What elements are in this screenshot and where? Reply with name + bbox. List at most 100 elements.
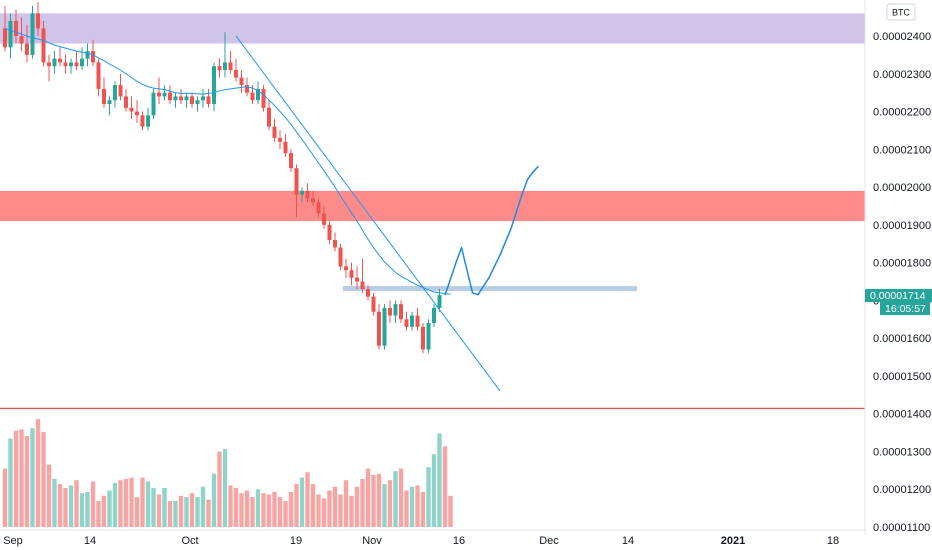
volume-bar [200, 486, 206, 527]
volume-bar [195, 497, 200, 527]
time-tick: 16 [453, 535, 465, 547]
candle-body [349, 270, 354, 278]
trendline [235, 35, 501, 392]
candle-body [234, 69, 238, 78]
candle-body [305, 190, 310, 199]
candle-body [267, 107, 271, 127]
volume-bar [360, 478, 365, 527]
price-tick: 0.00001300 [873, 446, 931, 458]
volume-bar [404, 490, 409, 527]
volume-bar [365, 468, 371, 527]
candle-body [157, 92, 161, 97]
candle-body [168, 92, 172, 101]
candle-body [36, 13, 40, 29]
volume-bar [327, 490, 332, 527]
volume-bar [118, 480, 123, 527]
volume-bar [162, 488, 167, 527]
candle-body [69, 62, 73, 67]
candle-body [327, 224, 332, 240]
candle-body [399, 304, 403, 320]
candle-body [140, 115, 145, 127]
volume-bar [178, 495, 184, 527]
candle-body [283, 141, 288, 154]
volume-bar [156, 494, 162, 527]
candle-body [333, 239, 337, 248]
volume-bar [140, 477, 145, 527]
candle-body [404, 319, 409, 327]
candle-body [256, 88, 260, 101]
volume-bar [338, 494, 343, 527]
currency-badge[interactable]: BTC [886, 3, 916, 21]
candle-body [228, 62, 233, 70]
volume-bar [250, 497, 255, 527]
volume-bar [448, 495, 453, 527]
candle-body [294, 168, 299, 195]
volume-bar [393, 471, 398, 527]
candle-body [250, 92, 255, 101]
volume-bar [101, 495, 107, 527]
volume-bar [272, 491, 277, 527]
volume-bar [321, 498, 327, 527]
price-axis[interactable]: 0.00002400 0.00002300 0.00002200 0.00002100… [873, 31, 931, 534]
volume-bar [184, 497, 189, 527]
volume-bar [211, 473, 217, 527]
candles-layer [3, 2, 442, 354]
candle-body [415, 315, 420, 327]
candle-body [289, 153, 293, 169]
candle-body [91, 51, 95, 63]
volume-bar [283, 501, 288, 527]
volume-bar [13, 430, 19, 527]
volume-bar [68, 485, 74, 527]
volume-bar [442, 446, 448, 527]
candle-body [382, 307, 387, 346]
candle-body [118, 85, 123, 97]
time-axis[interactable]: Sep 14 Oct 19 Nov 16 Dec 14 2021 18 [3, 535, 839, 547]
candle-body [195, 100, 200, 104]
volume-bar [382, 484, 387, 527]
time-tick: 2021 [721, 535, 745, 547]
volume-bar [431, 454, 437, 527]
volume-bar [217, 451, 222, 527]
candle-body [85, 51, 90, 59]
candle-body [146, 115, 150, 127]
candle-body [261, 88, 266, 108]
candle-body [239, 77, 244, 86]
candle-body [388, 307, 392, 316]
volume-bar [35, 419, 41, 527]
volume-bar [343, 480, 349, 527]
candle-body [63, 62, 68, 67]
volume-bar [24, 436, 30, 527]
candle-body [410, 315, 414, 327]
time-tick: 14 [84, 535, 96, 547]
candle-body [173, 96, 178, 101]
volume-bar [151, 488, 156, 527]
candle-body [179, 96, 183, 101]
candle-body [102, 88, 106, 104]
price-tick: 0.00002000 [873, 182, 931, 194]
candle-body [377, 311, 381, 346]
volume-bar [145, 481, 151, 527]
time-tick: Sep [3, 535, 23, 547]
volume-bar [2, 468, 8, 527]
candle-body [432, 307, 436, 324]
volume-bar [288, 491, 294, 527]
candle-body [190, 96, 194, 104]
candle-body [96, 62, 101, 89]
price-tick: 0.00002200 [873, 107, 931, 119]
volume-bar [90, 481, 96, 527]
volume-bar [415, 485, 420, 527]
candle-body [135, 111, 139, 116]
volume-bar [233, 488, 239, 527]
volume-bar [167, 501, 173, 527]
volume-bar [426, 467, 431, 527]
candle-body [437, 295, 442, 308]
volume-bar [387, 480, 393, 527]
volume-bar [129, 477, 134, 527]
candle-body [47, 62, 51, 67]
candle-body [245, 85, 249, 93]
candle-body [3, 28, 7, 48]
volume-bar [299, 477, 305, 527]
candle-body [212, 66, 216, 104]
candle-body [393, 304, 398, 316]
